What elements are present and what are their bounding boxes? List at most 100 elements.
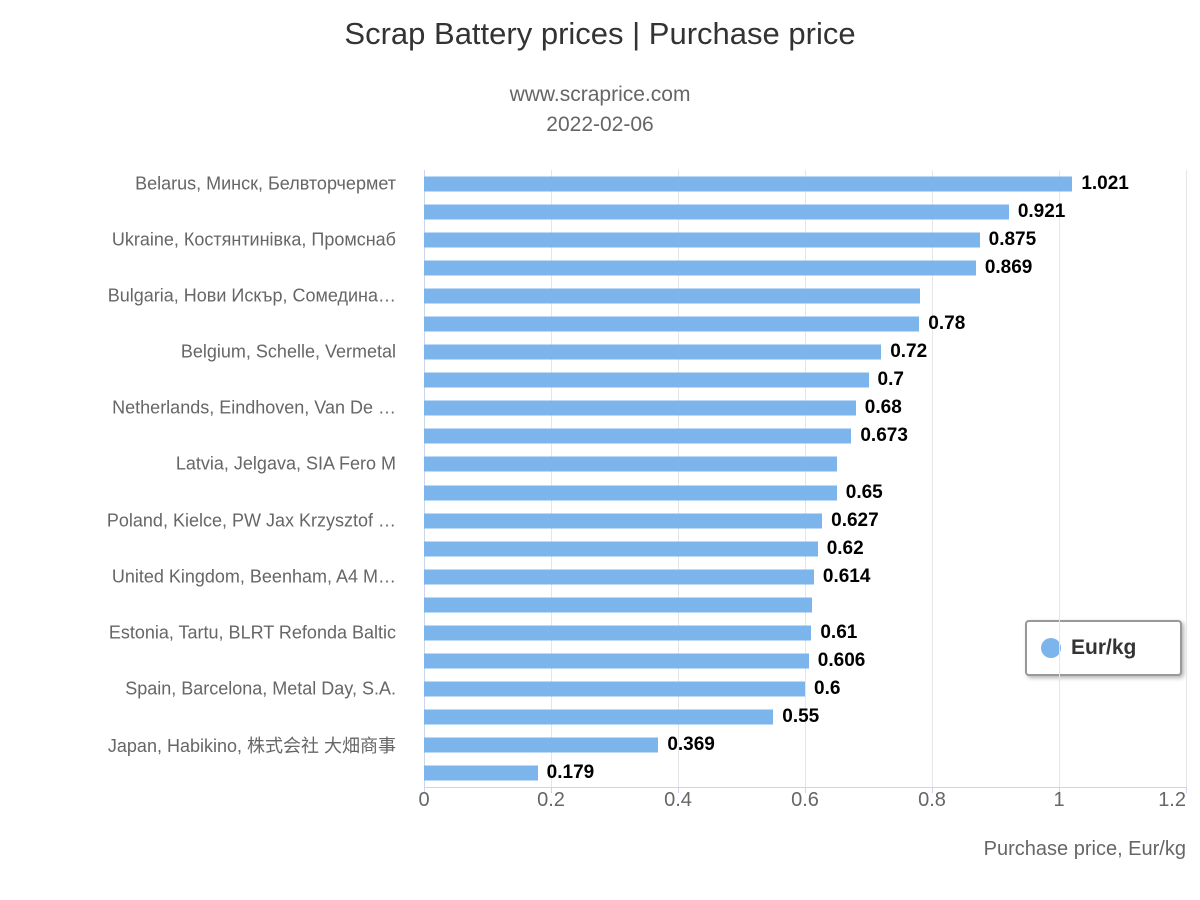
gridline <box>1186 170 1187 787</box>
category-label: Spain, Barcelona, Metal Day, S.A. <box>125 678 396 699</box>
price-bar[interactable] <box>424 513 823 529</box>
bar-value-label: 0.179 <box>546 761 595 783</box>
bar-value-label: 0.673 <box>860 425 908 447</box>
gridline <box>1059 170 1060 787</box>
bar-row: 0.869 <box>424 254 1186 282</box>
bar-row: 0.72 <box>424 338 1186 366</box>
bar-row: 0.627 <box>424 507 1186 535</box>
price-bar[interactable] <box>424 681 805 697</box>
category-label: Japan, Habikino, 株式会社 大畑商事 <box>107 735 396 756</box>
bar-row <box>424 591 1186 619</box>
category-label: Ukraine, Костянтинівка, Промснаб <box>111 229 396 250</box>
x-tick-label: 1.2 <box>1158 789 1186 811</box>
bar-value-label: 0.875 <box>988 229 1037 251</box>
value-axis-line <box>424 787 1186 788</box>
chart-subtitle-url: www.scraprice.com <box>509 83 691 106</box>
axis-tick <box>678 787 679 793</box>
bar-row: 0.61 <box>424 619 1186 647</box>
price-bar[interactable] <box>424 428 852 444</box>
chart-title: Scrap Battery prices | Purchase price <box>344 16 856 51</box>
bar-value-label: 0.68 <box>864 397 902 419</box>
price-bar[interactable] <box>424 176 1073 192</box>
category-label: Poland, Kielce, PW Jax Krzysztof … <box>106 510 396 531</box>
price-bar[interactable] <box>424 288 920 304</box>
price-bar[interactable] <box>424 316 920 332</box>
price-bar[interactable] <box>424 485 837 501</box>
bar-row: 0.673 <box>424 422 1186 450</box>
x-axis-title: Purchase price, Eur/kg <box>983 838 1186 860</box>
gridline <box>932 170 933 787</box>
x-tick-label: 1 <box>1053 789 1065 811</box>
bar-value-label: 0.61 <box>820 621 858 643</box>
bar-value-label: 0.62 <box>826 537 864 559</box>
bar-value-label: 0.55 <box>782 705 820 727</box>
legend-label: Eur/kg <box>1071 636 1137 659</box>
category-label: Belgium, Schelle, Vermetal <box>180 341 396 362</box>
axis-tick <box>551 787 552 793</box>
bar-row: 0.6 <box>424 675 1186 703</box>
price-bar[interactable] <box>424 569 814 585</box>
price-bar[interactable] <box>424 260 976 276</box>
bar-value-label: 0.606 <box>817 649 866 671</box>
bar-row: 0.875 <box>424 226 1186 254</box>
bar-value-label: 1.021 <box>1081 173 1129 195</box>
bar-row: 0.65 <box>424 479 1186 507</box>
gridline <box>678 170 679 787</box>
axis-tick <box>1059 787 1060 793</box>
bar-row: 0.606 <box>424 647 1186 675</box>
price-bar[interactable] <box>424 232 980 248</box>
price-bar[interactable] <box>424 737 659 753</box>
bar-value-label: 0.6 <box>814 677 841 699</box>
bar-row: 0.369 <box>424 731 1186 759</box>
gridline <box>551 170 552 787</box>
bar-value-label: 0.921 <box>1017 201 1066 223</box>
legend[interactable]: Eur/kg <box>1025 620 1182 676</box>
category-axis-line <box>424 170 425 787</box>
price-bar[interactable] <box>424 541 818 557</box>
bar-value-label: 0.614 <box>822 565 871 587</box>
bar-row: 0.78 <box>424 310 1186 338</box>
category-label: Latvia, Jelgava, SIA Fero M <box>175 453 396 474</box>
x-tick-label: 0.2 <box>537 789 565 811</box>
price-bar[interactable] <box>424 204 1009 220</box>
bar-row: 0.179 <box>424 759 1186 787</box>
price-bar[interactable] <box>424 344 882 360</box>
category-label: Bulgaria, Нови Искър, Сомедина… <box>107 285 396 306</box>
price-bar[interactable] <box>424 709 774 725</box>
bar-value-label: 0.369 <box>667 733 715 755</box>
price-bar[interactable] <box>424 400 856 416</box>
bar-row <box>424 282 1186 310</box>
price-bar[interactable] <box>424 597 812 613</box>
price-bar[interactable] <box>424 625 812 641</box>
bar-value-label: 0.7 <box>877 369 904 391</box>
x-tick-label: 0.8 <box>918 789 946 811</box>
chart-subtitle-date: 2022-02-06 <box>546 113 654 136</box>
bar-row: 0.921 <box>424 198 1186 226</box>
bar-value-label: 0.627 <box>831 509 879 531</box>
bar-row: 0.55 <box>424 703 1186 731</box>
x-tick-label: 0 <box>418 789 430 811</box>
bar-value-label: 0.65 <box>845 481 883 503</box>
bar-row <box>424 450 1186 478</box>
x-tick-label: 0.6 <box>791 789 819 811</box>
bar-row: 0.614 <box>424 563 1186 591</box>
bar-value-label: 0.72 <box>890 341 928 363</box>
category-label: Netherlands, Eindhoven, Van De … <box>112 397 396 418</box>
price-bar[interactable] <box>424 653 809 669</box>
bar-row: 1.021 <box>424 170 1186 198</box>
price-bar[interactable] <box>424 456 838 472</box>
x-tick-label: 0.4 <box>664 789 692 811</box>
series-marker-icon <box>1041 638 1061 658</box>
bar-row: 0.7 <box>424 366 1186 394</box>
category-label: Estonia, Tartu, BLRT Refonda Baltic <box>108 622 396 643</box>
axis-tick <box>1186 787 1187 793</box>
category-label: United Kingdom, Beenham, A4 M… <box>111 566 396 587</box>
price-bar[interactable] <box>424 765 538 781</box>
bar-row: 0.68 <box>424 394 1186 422</box>
bar-row: 0.62 <box>424 535 1186 563</box>
axis-tick <box>805 787 806 793</box>
gridline <box>805 170 806 787</box>
axis-tick <box>932 787 933 793</box>
price-bar[interactable] <box>424 372 869 388</box>
